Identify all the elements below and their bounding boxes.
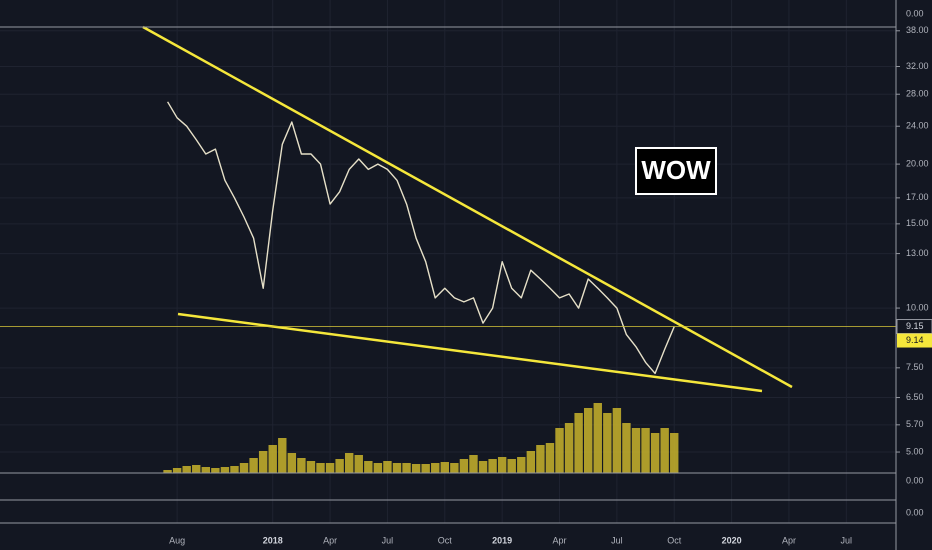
volume-bar <box>440 462 449 473</box>
volume-bar <box>497 457 507 473</box>
pane-label: 0.00 <box>906 8 924 18</box>
x-tick-label: Oct <box>438 535 453 545</box>
volume-bar <box>249 458 258 473</box>
volume-bar <box>536 445 545 473</box>
pane-label: 0.00 <box>906 507 924 517</box>
pane-label: 0.00 <box>906 475 924 485</box>
volume-bar <box>431 463 440 473</box>
volume-bar <box>421 464 430 473</box>
y-tick-label: 13.00 <box>906 248 929 258</box>
volume-bar <box>172 468 182 473</box>
volume-bar <box>306 461 316 473</box>
annotation: WOW <box>641 155 711 185</box>
volume-bar <box>641 428 650 473</box>
x-tick-label: 2019 <box>492 535 512 545</box>
axis: 38.00 32.00 28.00 24.00 20.00 17.00 15.00 13.00… <box>169 25 932 545</box>
volume-bar <box>574 413 583 473</box>
x-tick-label: 2020 <box>722 535 742 545</box>
volume-bar <box>631 428 641 473</box>
volume-bar <box>459 459 469 473</box>
volume-bar <box>603 413 612 473</box>
x-tick-label: Aug <box>169 535 185 545</box>
volume <box>163 403 679 473</box>
y-tick-label: 28.00 <box>906 89 929 99</box>
last-close-label: 9.14 <box>906 335 924 345</box>
volume-bar <box>392 463 402 473</box>
volume-bar <box>316 463 325 473</box>
volume-bar <box>584 408 593 473</box>
volume-bar <box>564 423 574 473</box>
volume-bar <box>488 459 497 473</box>
y-tick-label: 20.00 <box>906 158 929 168</box>
annotation-box <box>635 147 717 195</box>
volume-bar <box>335 459 344 473</box>
volume-bar <box>325 463 335 473</box>
volume-bar <box>211 468 220 473</box>
last-price-label: 9.15 <box>906 321 924 331</box>
volume-bar <box>354 455 363 473</box>
volume-bar <box>373 463 383 473</box>
y-tick-label: 10.00 <box>906 302 929 312</box>
volume-bar <box>478 461 488 473</box>
volume-bar <box>345 453 354 473</box>
upper-trend-line <box>142 25 793 389</box>
volume-bar <box>622 423 631 473</box>
x-tick-label: Jul <box>611 535 623 545</box>
volume-bar <box>612 408 622 473</box>
volume-bar <box>450 463 459 473</box>
volume-bar <box>402 463 411 473</box>
volume-bar <box>268 445 277 473</box>
last-close-tag <box>897 333 932 348</box>
volume-bar <box>469 455 478 473</box>
volume-bar <box>670 433 679 473</box>
volume-bar <box>593 403 602 473</box>
volume-bar <box>383 461 392 473</box>
volume-bar <box>526 451 536 473</box>
volume-bar <box>545 443 555 473</box>
y-tick-label: 7.50 <box>906 362 924 372</box>
volume-bar <box>660 428 669 473</box>
volume-bar <box>258 451 268 473</box>
x-tick-label: Apr <box>782 535 796 545</box>
volume-bar <box>287 453 297 473</box>
x-tick-label: 2018 <box>263 535 283 545</box>
y-tick-label: 38.00 <box>906 25 929 35</box>
volume-bar <box>220 467 230 473</box>
x-tick-label: Apr <box>553 535 567 545</box>
volume-bar <box>239 463 249 473</box>
volume-bar <box>163 470 172 473</box>
y-tick-label: 17.00 <box>906 192 929 202</box>
x-tick-label: Jul <box>841 535 853 545</box>
y-tick-label: 15.00 <box>906 218 929 228</box>
x-tick-label: Apr <box>323 535 337 545</box>
x-tick-label: Jul <box>382 535 394 545</box>
volume-bar <box>230 466 239 473</box>
y-tick-label: 32.00 <box>906 61 929 71</box>
volume-bar <box>364 461 373 473</box>
volume-bar <box>507 459 516 473</box>
y-tick-label: 6.50 <box>906 392 924 402</box>
y-tick-label: 5.70 <box>906 419 924 429</box>
volume-bar <box>555 428 564 473</box>
price <box>0 101 896 375</box>
volume-bar <box>517 457 526 473</box>
price-line <box>166 101 675 375</box>
volume-bar <box>182 466 191 473</box>
volume-bar <box>192 465 201 473</box>
volume-bar <box>411 464 421 473</box>
volume-bar <box>201 467 210 473</box>
x-tick-label: Oct <box>667 535 682 545</box>
y-tick-label: 5.00 <box>906 446 924 456</box>
volume-bar <box>278 438 287 473</box>
volume-bar <box>297 458 306 473</box>
y-tick-label: 24.00 <box>906 121 929 131</box>
volume-bar <box>650 433 660 473</box>
